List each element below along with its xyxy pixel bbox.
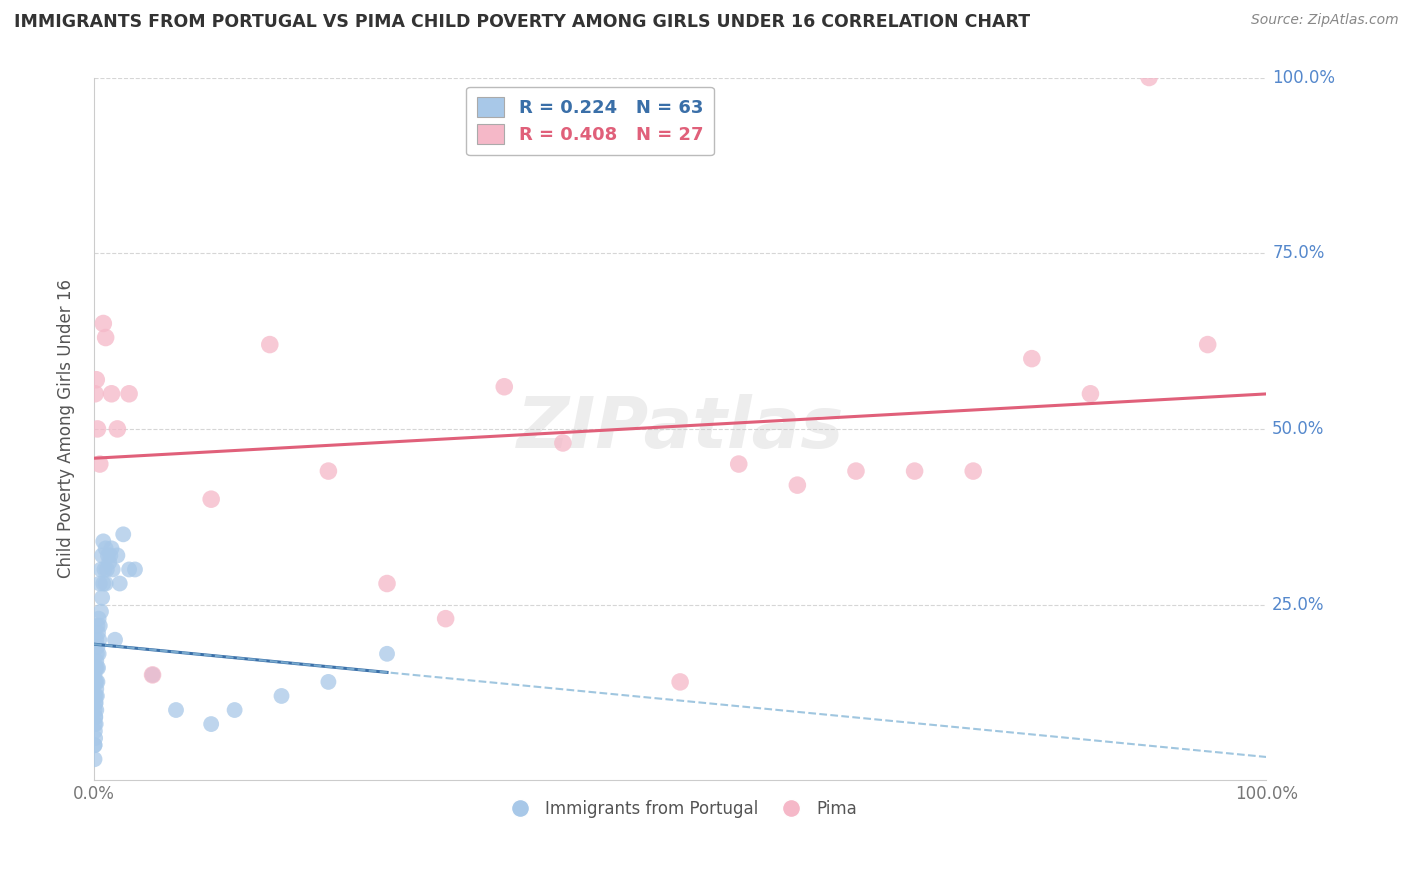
Point	[100, 541, 122, 556]
Text: 75.0%: 75.0%	[1272, 244, 1324, 262]
Point	[84, 703, 107, 717]
Point	[84, 710, 107, 724]
Point	[84, 674, 107, 689]
Point	[91, 576, 114, 591]
Point	[83, 752, 105, 766]
Point	[84, 689, 107, 703]
Point	[87, 647, 110, 661]
Point	[224, 703, 246, 717]
Point	[165, 703, 187, 717]
Point	[84, 674, 107, 689]
Point	[83, 668, 105, 682]
Point	[903, 464, 925, 478]
Point	[98, 556, 121, 570]
Point	[318, 464, 340, 478]
Point	[91, 549, 114, 563]
Point	[200, 717, 222, 731]
Point	[100, 386, 122, 401]
Point	[375, 647, 398, 661]
Point	[97, 549, 120, 563]
Text: Source: ZipAtlas.com: Source: ZipAtlas.com	[1251, 13, 1399, 28]
Point	[1021, 351, 1043, 366]
Point	[434, 612, 457, 626]
Text: IMMIGRANTS FROM PORTUGAL VS PIMA CHILD POVERTY AMONG GIRLS UNDER 16 CORRELATION : IMMIGRANTS FROM PORTUGAL VS PIMA CHILD P…	[14, 13, 1031, 31]
Point	[84, 632, 107, 647]
Point	[83, 738, 105, 752]
Point	[94, 576, 117, 591]
Text: 25.0%: 25.0%	[1272, 596, 1324, 614]
Point	[141, 668, 163, 682]
Text: 100.0%: 100.0%	[1272, 69, 1336, 87]
Point	[89, 618, 111, 632]
Point	[84, 681, 107, 696]
Point	[1197, 337, 1219, 351]
Point	[83, 689, 105, 703]
Point	[83, 717, 105, 731]
Point	[87, 661, 110, 675]
Point	[105, 422, 128, 436]
Point	[105, 549, 128, 563]
Point	[118, 386, 141, 401]
Point	[84, 717, 107, 731]
Point	[83, 724, 105, 739]
Point	[669, 674, 692, 689]
Point	[84, 654, 107, 668]
Point	[112, 527, 135, 541]
Point	[84, 386, 107, 401]
Point	[91, 534, 114, 549]
Point	[124, 562, 146, 576]
Point	[89, 457, 111, 471]
Point	[845, 464, 868, 478]
Point	[494, 380, 516, 394]
Point	[375, 576, 398, 591]
Point	[87, 612, 110, 626]
Point	[98, 549, 121, 563]
Legend: Immigrants from Portugal, Pima: Immigrants from Portugal, Pima	[496, 793, 863, 825]
Point	[84, 373, 107, 387]
Point	[83, 703, 105, 717]
Point	[141, 668, 163, 682]
Point	[91, 591, 114, 605]
Point	[786, 478, 808, 492]
Point	[89, 632, 111, 647]
Point	[86, 674, 108, 689]
Point	[90, 605, 112, 619]
Point	[83, 738, 105, 752]
Point	[1080, 386, 1102, 401]
Point	[86, 618, 108, 632]
Point	[84, 731, 107, 746]
Point	[86, 640, 108, 654]
Point	[84, 696, 107, 710]
Point	[318, 674, 340, 689]
Point	[86, 422, 108, 436]
Point	[96, 562, 118, 576]
Point	[84, 661, 107, 675]
Point	[1137, 70, 1160, 85]
Point	[727, 457, 749, 471]
Text: ZIPatlas: ZIPatlas	[516, 394, 844, 464]
Point	[101, 562, 124, 576]
Y-axis label: Child Poverty Among Girls Under 16: Child Poverty Among Girls Under 16	[58, 279, 75, 578]
Point	[108, 576, 131, 591]
Point	[84, 696, 107, 710]
Point	[118, 562, 141, 576]
Point	[270, 689, 292, 703]
Point	[93, 562, 115, 576]
Text: 50.0%: 50.0%	[1272, 420, 1324, 438]
Point	[94, 330, 117, 344]
Point	[200, 492, 222, 507]
Point	[91, 317, 114, 331]
Point	[86, 647, 108, 661]
Point	[962, 464, 984, 478]
Point	[84, 710, 107, 724]
Point	[90, 562, 112, 576]
Point	[87, 625, 110, 640]
Point	[259, 337, 281, 351]
Point	[94, 541, 117, 556]
Point	[86, 661, 108, 675]
Point	[104, 632, 127, 647]
Point	[551, 436, 574, 450]
Point	[89, 576, 111, 591]
Point	[86, 689, 108, 703]
